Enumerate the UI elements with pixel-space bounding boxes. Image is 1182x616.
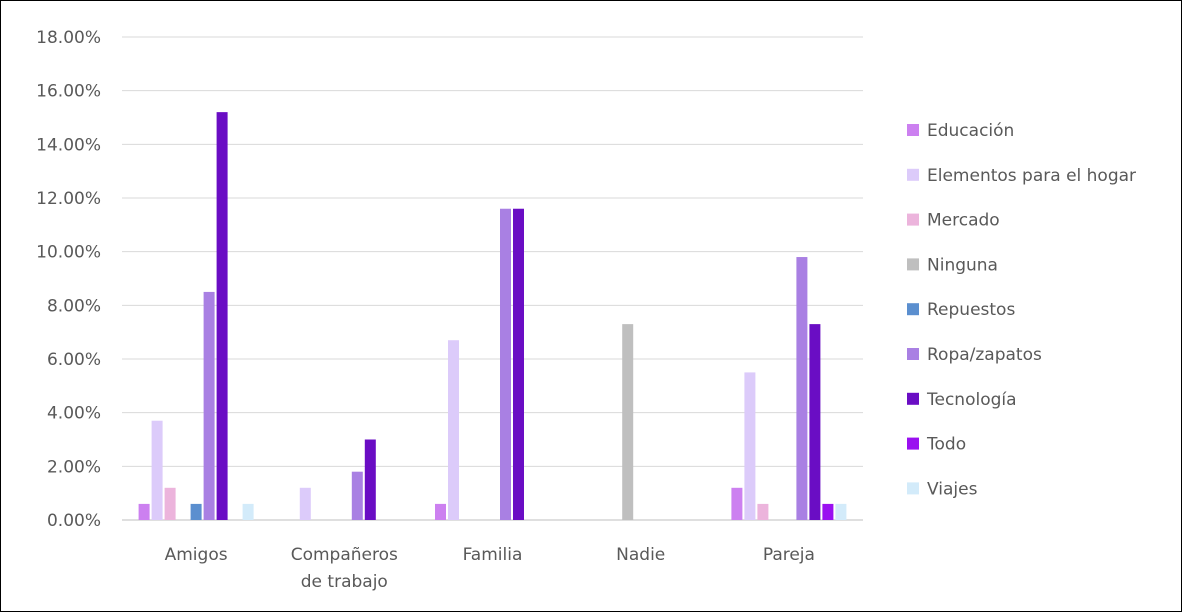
- y-tick-label: 8.00%: [47, 296, 101, 316]
- bar: [744, 372, 756, 520]
- y-tick-label: 6.00%: [47, 350, 101, 370]
- y-tick-label: 10.00%: [36, 243, 101, 263]
- bar: [190, 503, 202, 520]
- x-category-label: Nadie: [616, 545, 665, 565]
- legend-swatch: [907, 392, 919, 405]
- legend-label: Elementos para el hogar: [927, 166, 1136, 186]
- bar: [500, 208, 511, 520]
- bar: [242, 503, 254, 520]
- bar: [138, 503, 150, 520]
- y-tick-label: 2.00%: [47, 457, 101, 477]
- legend-swatch: [907, 348, 919, 360]
- bar: [622, 324, 634, 520]
- bar: [164, 487, 176, 520]
- bar: [435, 503, 446, 520]
- x-axis-categories: Amigos Compañeros de trabajo Familia Nadie Pa…: [165, 545, 815, 592]
- bars: [138, 112, 847, 520]
- legend-label: Ropa/zapatos: [927, 345, 1042, 365]
- bar: [796, 257, 808, 520]
- bar: [216, 112, 228, 520]
- legend: Educación Elementos para el hogar Mercado N…: [907, 121, 1136, 499]
- bar: [364, 439, 376, 520]
- bar: [151, 420, 163, 520]
- bar: [809, 324, 821, 520]
- y-tick-label: 0.00%: [47, 511, 101, 531]
- x-category-label: Compañeros: [291, 545, 398, 565]
- legend-swatch: [907, 124, 919, 136]
- legend-swatch: [907, 168, 919, 181]
- y-tick-label: 12.00%: [36, 189, 101, 209]
- y-axis-ticks: 0.00% 2.00% 4.00% 6.00% 8.00% 10.00% 12.00% 14.…: [36, 28, 101, 531]
- bar: [757, 503, 769, 520]
- bar: [822, 503, 834, 520]
- y-tick-label: 4.00%: [47, 404, 101, 424]
- y-tick-label: 14.00%: [36, 135, 101, 155]
- legend-label: Mercado: [927, 211, 1000, 231]
- x-category-label: Pareja: [763, 545, 815, 565]
- legend-swatch: [907, 482, 919, 495]
- legend-swatch: [907, 303, 919, 316]
- legend-label: Repuestos: [927, 300, 1015, 320]
- bar: [351, 471, 363, 520]
- bar: [299, 487, 311, 520]
- y-tick-label: 16.00%: [36, 82, 101, 102]
- legend-label: Ninguna: [927, 255, 998, 275]
- legend-label: Viajes: [927, 479, 978, 499]
- x-category-label: Amigos: [165, 545, 228, 565]
- bar: [513, 208, 524, 520]
- bar: [731, 487, 743, 520]
- legend-swatch: [907, 437, 919, 450]
- legend-swatch: [907, 258, 919, 271]
- bar: [203, 291, 215, 520]
- legend-swatch: [907, 213, 919, 226]
- bar: [448, 340, 459, 520]
- gridlines: [122, 36, 863, 521]
- legend-label: Tecnología: [926, 390, 1017, 410]
- y-tick-label: 18.00%: [36, 28, 101, 48]
- bar: [835, 503, 847, 520]
- x-category-label: de trabajo: [301, 572, 388, 592]
- legend-label: Educación: [927, 121, 1014, 141]
- x-category-label: Familia: [463, 545, 523, 565]
- legend-label: Todo: [926, 435, 966, 455]
